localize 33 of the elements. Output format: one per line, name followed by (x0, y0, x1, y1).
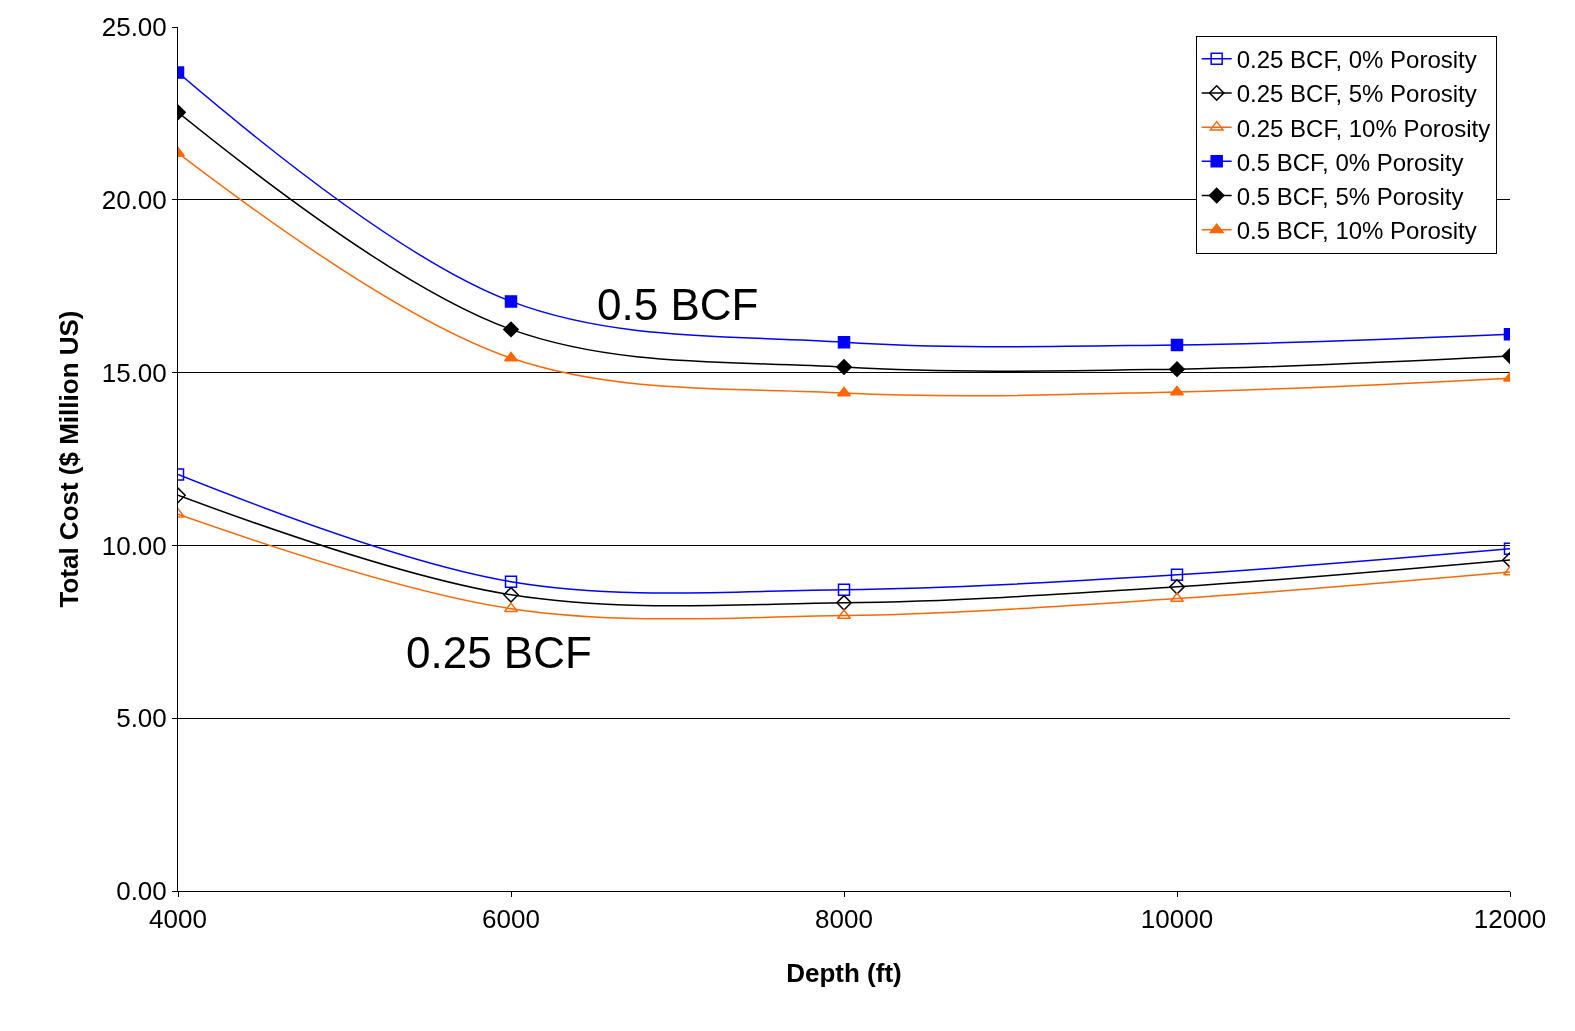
x-tick-label: 6000 (482, 904, 540, 935)
legend-label: 0.5 BCF, 5% Porosity (1236, 182, 1464, 210)
y-tick-label: 20.00 (101, 184, 167, 215)
legend-label: 0.5 BCF, 0% Porosity (1236, 148, 1464, 176)
y-tick-label: 10.00 (101, 530, 167, 561)
annotation: 0.5 BCF (597, 280, 759, 329)
legend-label: 0.25 BCF, 0% Porosity (1236, 46, 1477, 74)
x-axis-title: Depth (ft) (786, 957, 902, 988)
x-tick-label: 10000 (1140, 904, 1214, 935)
y-tick-label: 15.00 (101, 357, 167, 388)
point (504, 575, 518, 588)
x-tick-label: 8000 (815, 904, 873, 935)
point (837, 583, 851, 596)
point (1170, 568, 1184, 582)
y-tick-label: 0.00 (116, 876, 167, 907)
point (503, 321, 519, 338)
point (837, 335, 851, 349)
point (503, 586, 519, 603)
annotation: 0.25 BCF (406, 628, 592, 677)
point (1169, 361, 1185, 378)
point (504, 295, 518, 308)
legend-label: 0.5 BCF, 10% Porosity (1236, 217, 1477, 245)
y-tick-label: 5.00 (116, 703, 167, 734)
x-tick-label: 12000 (1473, 904, 1547, 935)
point (1169, 578, 1185, 595)
y-axis-title: Total Cost ($ Million US) (54, 310, 85, 608)
y-tick-label: 25.00 (101, 12, 167, 43)
x-tick-label: 4000 (149, 904, 207, 935)
point (836, 359, 852, 375)
legend-label: 0.25 BCF, 5% Porosity (1236, 80, 1477, 108)
legend-label: 0.25 BCF, 10% Porosity (1236, 114, 1491, 142)
point (836, 594, 852, 611)
point (1170, 338, 1184, 352)
